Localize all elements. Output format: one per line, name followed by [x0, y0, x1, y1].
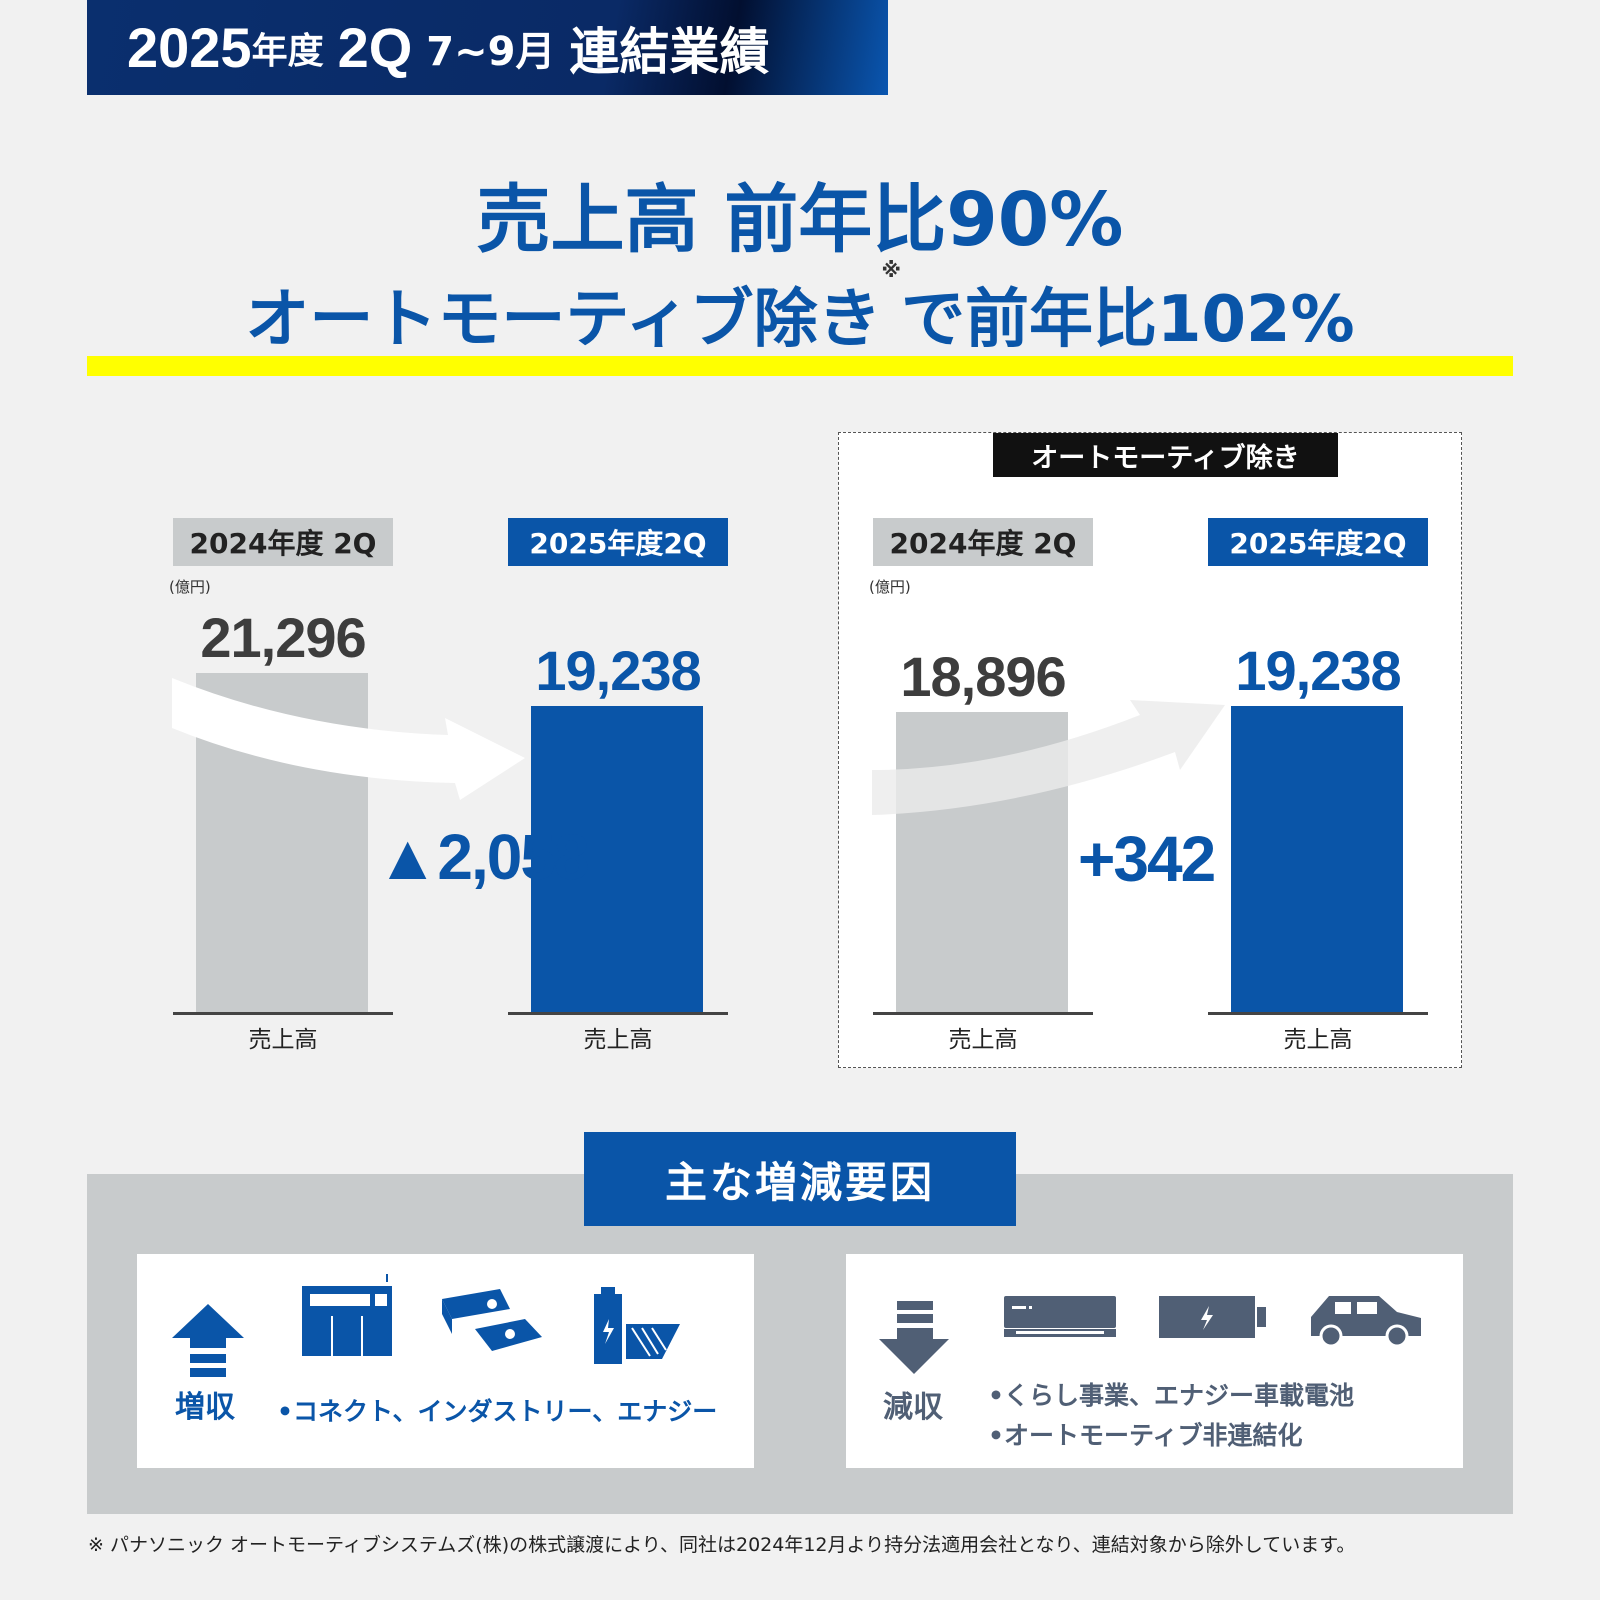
trend-arrows [172, 678, 1225, 815]
header-nendo: 年度 [251, 30, 324, 72]
car-icon [1311, 1296, 1421, 1347]
arrow-down-icon [879, 1301, 949, 1374]
factors-title: 主な増減要因 [584, 1132, 1016, 1226]
chart1-category-current: 2025年度2Q [508, 518, 728, 566]
chart2-axis-1 [1208, 1012, 1428, 1015]
chart2-up-arrow [872, 700, 1225, 815]
footnote-mark: ※ [881, 258, 901, 282]
ex-automotive-tag: オートモーティブ除き [993, 433, 1338, 477]
footnote: ※ パナソニック オートモーティブシステムズ(株)の株式譲渡により、同社は202… [88, 1534, 1356, 1556]
battery-module-icon [442, 1289, 542, 1351]
headline-ex-automotive: オートモーティブ除き※で前年比102% [0, 258, 1600, 360]
chart1-bar-current [531, 706, 703, 1012]
decrease-label: 減収 [883, 1390, 943, 1425]
chart2-axis-label-0: 売上高 [948, 1027, 1018, 1053]
decrease-item-1: •くらし事業、エナジー車載電池 [988, 1381, 1354, 1410]
chart1-axis-label-0: 売上高 [248, 1027, 318, 1053]
chart2-axis-label-1: 売上高 [1283, 1027, 1353, 1053]
chart2-unit: (億円) [869, 578, 911, 596]
headline-part-b: で前年比102% [900, 283, 1355, 357]
chart1-value-label-prior: 21,296 [200, 606, 366, 670]
chart2-value-label-prior: 18,896 [900, 644, 1066, 708]
chart2-difference: +342 [1078, 823, 1216, 895]
headline-part-a: オートモーティブ除き [245, 283, 882, 357]
factory-machine-icon [302, 1274, 392, 1356]
chart2-category-current: 2025年度2Q [1208, 518, 1428, 566]
decrease-card: 減収 •くらし事業、エナジー車載電池 •オートモーティブ非連結化 [846, 1254, 1463, 1468]
chart1-difference: ▲2,058 [376, 821, 589, 893]
increase-item: •コネクト、インダストリー、エナジー [277, 1397, 718, 1426]
battery-icon [1159, 1296, 1266, 1338]
header-title: 連結業績 [569, 23, 770, 80]
chart1-axis-1 [508, 1012, 728, 1015]
increase-card: 増収 •コネクト、インダストリー、エナジー [137, 1254, 754, 1468]
chart1-axis-0 [173, 1012, 393, 1015]
chart2-category-prior: 2024年度 2Q [873, 518, 1093, 566]
highlight-bar [87, 356, 1513, 376]
chart1-axis-label-1: 売上高 [583, 1027, 653, 1053]
header-months: 7~9月 [426, 28, 556, 75]
headline-sales: 売上高 前年比90% [476, 177, 1124, 263]
page-header-banner: 2025 年度 2Q 7~9月 連結業績 [87, 0, 888, 95]
chart2-bar-current [1231, 706, 1403, 1012]
chart1-category-prior: 2024年度 2Q [173, 518, 393, 566]
chart1-value-label-current: 19,238 [535, 639, 701, 703]
arrow-up-icon [172, 1304, 244, 1377]
battery-pack-icon [594, 1287, 680, 1364]
header-year: 2025 [127, 16, 252, 79]
header-quarter: 2Q [337, 16, 413, 79]
chart1-unit: (億円) [169, 578, 211, 596]
chart1-down-arrow [172, 678, 525, 800]
chart2-value-label-current: 19,238 [1235, 639, 1401, 703]
air-conditioner-icon [1004, 1296, 1116, 1337]
chart2-axis-0 [873, 1012, 1093, 1015]
increase-label: 増収 [175, 1390, 235, 1425]
decrease-item-2: •オートモーティブ非連結化 [988, 1421, 1303, 1450]
